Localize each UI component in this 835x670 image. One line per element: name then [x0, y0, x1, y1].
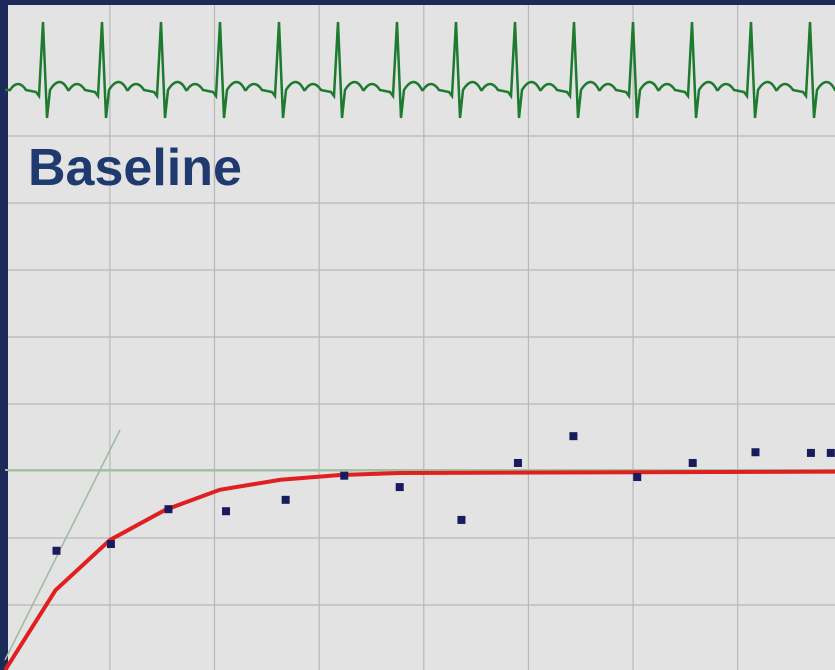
point [340, 471, 349, 480]
point [281, 495, 290, 504]
point [826, 448, 835, 457]
point [457, 515, 466, 524]
point [52, 546, 61, 555]
grid [8, 5, 835, 670]
marks [3, 432, 835, 670]
point [164, 505, 173, 514]
point [222, 507, 231, 516]
ecg-trace [5, 21, 835, 119]
point [569, 432, 578, 441]
point [688, 458, 697, 467]
point [751, 448, 760, 457]
fit-line [3, 469, 835, 670]
chart-title: Baseline [28, 139, 242, 197]
tangent-line [4, 429, 121, 661]
point [633, 473, 642, 482]
point [806, 448, 815, 457]
point [513, 458, 522, 467]
point [395, 483, 404, 492]
point [106, 540, 115, 549]
